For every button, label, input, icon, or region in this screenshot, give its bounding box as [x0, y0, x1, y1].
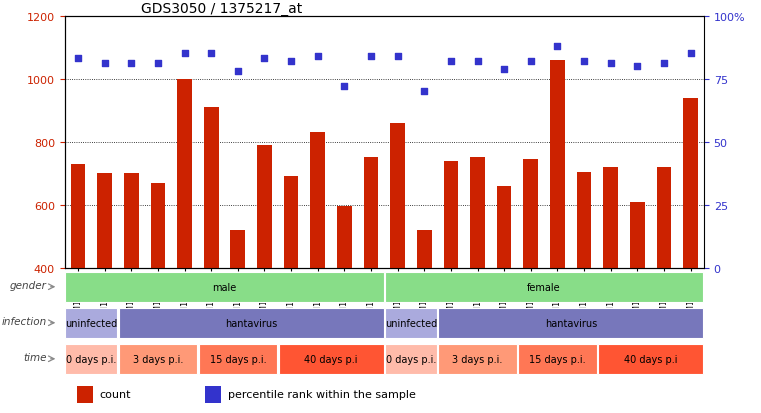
Bar [65, 308, 117, 338]
Bar [603, 167, 618, 268]
Bar [124, 174, 139, 268]
Bar [438, 344, 517, 374]
Bar [390, 123, 405, 268]
Bar [65, 272, 384, 302]
Bar [630, 202, 645, 268]
Bar [151, 183, 165, 268]
Point [631, 64, 643, 70]
Text: 40 days p.i: 40 days p.i [304, 354, 358, 364]
Point [98, 61, 111, 68]
Bar [337, 207, 352, 268]
Text: infection: infection [2, 316, 46, 326]
Point [551, 43, 563, 50]
Text: 40 days p.i: 40 days p.i [624, 354, 677, 364]
Bar [518, 344, 597, 374]
Text: 15 days p.i.: 15 days p.i. [529, 354, 586, 364]
Bar [231, 230, 245, 268]
Text: uninfected: uninfected [65, 318, 117, 328]
Bar [385, 272, 703, 302]
Point [151, 61, 164, 68]
Text: uninfected: uninfected [385, 318, 437, 328]
Point [471, 59, 484, 65]
Text: gender: gender [10, 280, 46, 290]
Point [498, 66, 510, 73]
Text: 15 days p.i.: 15 days p.i. [209, 354, 266, 364]
Bar [497, 186, 511, 268]
Bar [119, 344, 197, 374]
Point [338, 84, 350, 90]
Point [658, 61, 670, 68]
Bar [385, 308, 437, 338]
Bar [524, 159, 538, 268]
Bar [438, 308, 703, 338]
Bar [78, 386, 94, 403]
Text: 0 days p.i.: 0 days p.i. [66, 354, 116, 364]
Point [578, 59, 590, 65]
Text: percentile rank within the sample: percentile rank within the sample [228, 389, 416, 399]
Point [72, 56, 84, 63]
Point [231, 69, 244, 75]
Bar [683, 98, 698, 268]
Point [285, 59, 297, 65]
Point [125, 61, 137, 68]
Bar [444, 161, 458, 268]
Bar [65, 344, 117, 374]
Point [524, 59, 537, 65]
Bar [177, 79, 192, 268]
Text: time: time [23, 352, 46, 362]
Point [391, 53, 403, 60]
Point [178, 51, 190, 57]
Bar [204, 108, 218, 268]
Bar [657, 167, 671, 268]
Text: hantavirus: hantavirus [225, 318, 277, 328]
Point [365, 53, 377, 60]
Text: female: female [527, 282, 561, 292]
Bar [119, 308, 384, 338]
Text: male: male [212, 282, 237, 292]
Point [444, 59, 457, 65]
Bar [279, 344, 384, 374]
Text: GDS3050 / 1375217_at: GDS3050 / 1375217_at [142, 2, 303, 16]
Bar [364, 158, 378, 268]
Point [312, 53, 324, 60]
Point [258, 56, 271, 63]
Bar [257, 145, 272, 268]
Bar [417, 230, 431, 268]
Bar [205, 386, 221, 403]
Point [604, 61, 616, 68]
Bar [470, 158, 485, 268]
Bar [550, 61, 565, 268]
Point [684, 51, 696, 57]
Bar [310, 133, 325, 268]
Text: 0 days p.i.: 0 days p.i. [386, 354, 436, 364]
Bar [598, 344, 703, 374]
Bar [577, 172, 591, 268]
Text: hantavirus: hantavirus [545, 318, 597, 328]
Bar [71, 164, 85, 268]
Point [419, 89, 431, 95]
Bar [284, 177, 298, 268]
Bar [97, 174, 112, 268]
Text: 3 days p.i.: 3 days p.i. [452, 354, 503, 364]
Text: 3 days p.i.: 3 days p.i. [132, 354, 183, 364]
Text: count: count [100, 389, 132, 399]
Bar [199, 344, 277, 374]
Bar [385, 344, 437, 374]
Point [205, 51, 218, 57]
